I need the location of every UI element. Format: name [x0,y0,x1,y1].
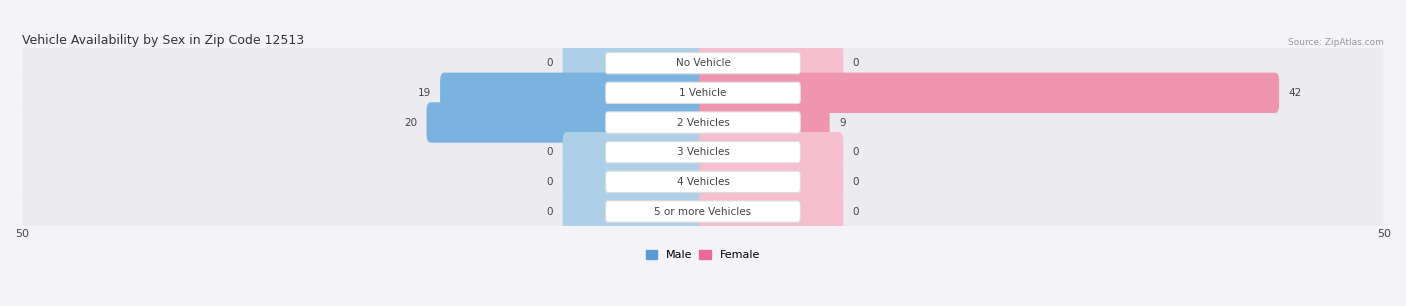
FancyBboxPatch shape [562,162,707,202]
FancyBboxPatch shape [562,132,707,172]
Text: 0: 0 [547,207,553,217]
FancyBboxPatch shape [22,191,1384,232]
Text: 0: 0 [547,177,553,187]
FancyBboxPatch shape [606,171,800,192]
FancyBboxPatch shape [699,73,1279,113]
FancyBboxPatch shape [22,132,1384,173]
Text: 20: 20 [404,118,418,128]
Text: 2 Vehicles: 2 Vehicles [676,118,730,128]
FancyBboxPatch shape [22,161,1384,202]
Text: 1 Vehicle: 1 Vehicle [679,88,727,98]
FancyBboxPatch shape [22,72,1384,113]
FancyBboxPatch shape [562,191,707,232]
Text: 0: 0 [853,177,859,187]
Legend: Male, Female: Male, Female [647,249,759,260]
FancyBboxPatch shape [606,201,800,222]
Text: 5 or more Vehicles: 5 or more Vehicles [654,207,752,217]
Text: 0: 0 [853,58,859,68]
FancyBboxPatch shape [606,112,800,133]
Text: Source: ZipAtlas.com: Source: ZipAtlas.com [1288,38,1384,47]
Text: 0: 0 [853,147,859,157]
Text: 42: 42 [1289,88,1302,98]
FancyBboxPatch shape [699,132,844,172]
FancyBboxPatch shape [22,102,1384,143]
FancyBboxPatch shape [699,102,830,143]
Text: 4 Vehicles: 4 Vehicles [676,177,730,187]
FancyBboxPatch shape [699,162,844,202]
Text: Vehicle Availability by Sex in Zip Code 12513: Vehicle Availability by Sex in Zip Code … [22,34,304,47]
Text: 0: 0 [853,207,859,217]
Text: 3 Vehicles: 3 Vehicles [676,147,730,157]
Text: 19: 19 [418,88,430,98]
Text: No Vehicle: No Vehicle [675,58,731,68]
Text: 0: 0 [547,147,553,157]
FancyBboxPatch shape [22,43,1384,84]
Text: 9: 9 [839,118,846,128]
FancyBboxPatch shape [699,43,844,83]
FancyBboxPatch shape [606,82,800,103]
FancyBboxPatch shape [562,43,707,83]
FancyBboxPatch shape [440,73,707,113]
FancyBboxPatch shape [426,102,707,143]
FancyBboxPatch shape [606,141,800,163]
FancyBboxPatch shape [606,52,800,74]
Text: 0: 0 [547,58,553,68]
FancyBboxPatch shape [699,191,844,232]
